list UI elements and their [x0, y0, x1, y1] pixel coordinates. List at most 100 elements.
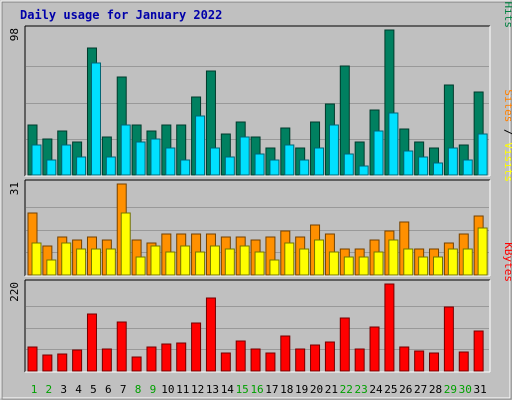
bar-files-day-24	[373, 130, 384, 176]
bar-sites-day-4	[76, 248, 87, 276]
bar-files-day-17	[269, 159, 280, 176]
bar-kbytes-day-25	[384, 283, 395, 372]
day-label: 15	[236, 383, 249, 396]
bar-files-day-26	[403, 150, 414, 176]
bar-kbytes-day-15	[235, 340, 246, 372]
day-label: 17	[265, 383, 278, 396]
bar-sites-day-26	[403, 248, 414, 276]
bar-files-day-21	[328, 124, 339, 176]
bar-files-day-14	[224, 156, 235, 176]
day-label: 31	[474, 383, 487, 396]
day-label: 21	[325, 383, 338, 396]
day-label: 12	[191, 383, 204, 396]
bar-files-day-16	[254, 153, 265, 176]
day-label: 3	[60, 383, 67, 396]
bar-kbytes-day-20	[310, 344, 321, 372]
day-label: 23	[355, 383, 368, 396]
bar-files-day-10	[165, 147, 176, 176]
bar-kbytes-day-30	[458, 351, 469, 372]
bar-sites-day-11	[180, 245, 191, 276]
bar-sites-day-27	[418, 256, 429, 276]
bar-kbytes-day-5	[86, 313, 97, 372]
bar-files-day-30	[462, 159, 473, 176]
legend-entry: Hits	[502, 2, 512, 29]
series-sites	[31, 212, 488, 276]
bar-files-day-25	[388, 112, 399, 176]
bar-files-day-3	[61, 144, 72, 176]
series-files	[31, 62, 488, 176]
bar-kbytes-day-7	[116, 321, 127, 372]
bar-files-day-23	[358, 165, 369, 176]
bar-files-day-13	[209, 147, 220, 176]
day-label: 10	[161, 383, 174, 396]
day-label: 29	[444, 383, 457, 396]
bar-kbytes-day-24	[369, 326, 380, 372]
bar-files-day-22	[343, 153, 354, 176]
bar-files-day-4	[76, 156, 87, 176]
day-label: 13	[206, 383, 219, 396]
day-label: 5	[90, 383, 97, 396]
bar-sites-day-9	[150, 245, 161, 276]
bar-files-day-7	[120, 124, 131, 176]
bar-kbytes-day-10	[161, 343, 172, 372]
bar-kbytes-day-17	[265, 352, 276, 372]
bar-sites-day-29	[447, 248, 458, 276]
bar-kbytes-day-6	[101, 348, 112, 372]
bar-files-day-8	[135, 141, 146, 176]
day-label: 25	[384, 383, 397, 396]
bar-kbytes-day-21	[324, 341, 335, 372]
day-label: 20	[310, 383, 323, 396]
bar-files-day-27	[418, 156, 429, 176]
bar-kbytes-day-11	[176, 342, 187, 372]
bar-sites-day-8	[135, 256, 146, 276]
bar-sites-day-2	[46, 259, 57, 276]
bar-files-day-6	[105, 156, 116, 176]
panel-legend: Sites / Visits	[502, 89, 512, 182]
legend-entry: KBytes	[502, 242, 512, 282]
bar-sites-day-7	[120, 212, 131, 276]
day-label: 28	[429, 383, 442, 396]
panel-kbytes: 220 KBytes	[8, 242, 512, 373]
panel-visits-sites: 31 Sites / Visits	[8, 89, 512, 277]
bar-sites-day-1	[31, 242, 42, 276]
bar-sites-day-31	[477, 227, 488, 276]
bar-kbytes-day-28	[429, 352, 440, 372]
legend-entry: Visits	[502, 142, 512, 182]
day-label: 14	[221, 383, 235, 396]
bar-sites-day-13	[209, 245, 220, 276]
bar-files-day-2	[46, 159, 57, 176]
day-label: 6	[105, 383, 112, 396]
chart-panels: 98 Pages / Files / Hits 31 Sites / Visits 22…	[8, 0, 512, 373]
bar-kbytes-day-4	[72, 349, 83, 372]
bar-kbytes-day-19	[295, 348, 306, 372]
bar-sites-day-3	[61, 242, 72, 276]
bar-sites-day-30	[462, 248, 473, 276]
bar-kbytes-day-23	[354, 348, 365, 372]
bar-files-day-5	[90, 62, 101, 176]
panel-legend: KBytes	[502, 242, 512, 282]
bar-files-day-11	[180, 159, 191, 176]
day-label: 4	[75, 383, 82, 396]
day-label: 19	[295, 383, 308, 396]
bar-kbytes-day-26	[399, 346, 410, 372]
day-label: 8	[135, 383, 142, 396]
day-label: 9	[150, 383, 157, 396]
bar-files-day-18	[284, 144, 295, 176]
day-label: 11	[176, 383, 189, 396]
bar-sites-day-21	[328, 251, 339, 276]
bar-files-day-31	[477, 133, 488, 176]
day-labels: 1 2 3 4 5 6 7 8 9 10 11 12 13 14 15 16 17 18 19 20 21 22 23 24 2…	[31, 383, 487, 396]
bar-sites-day-15	[239, 245, 250, 276]
bar-sites-day-22	[343, 256, 354, 276]
day-label: 24	[369, 383, 383, 396]
bar-sites-day-6	[105, 248, 116, 276]
bar-kbytes-day-9	[146, 346, 157, 372]
day-label: 18	[280, 383, 293, 396]
legend-entry: /	[502, 122, 512, 142]
bar-kbytes-day-1	[27, 346, 38, 372]
day-label: 22	[340, 383, 353, 396]
bar-files-day-12	[195, 115, 206, 176]
panel-hits-files-pages: 98 Pages / Files / Hits	[8, 0, 512, 177]
bar-kbytes-day-13	[205, 297, 216, 372]
